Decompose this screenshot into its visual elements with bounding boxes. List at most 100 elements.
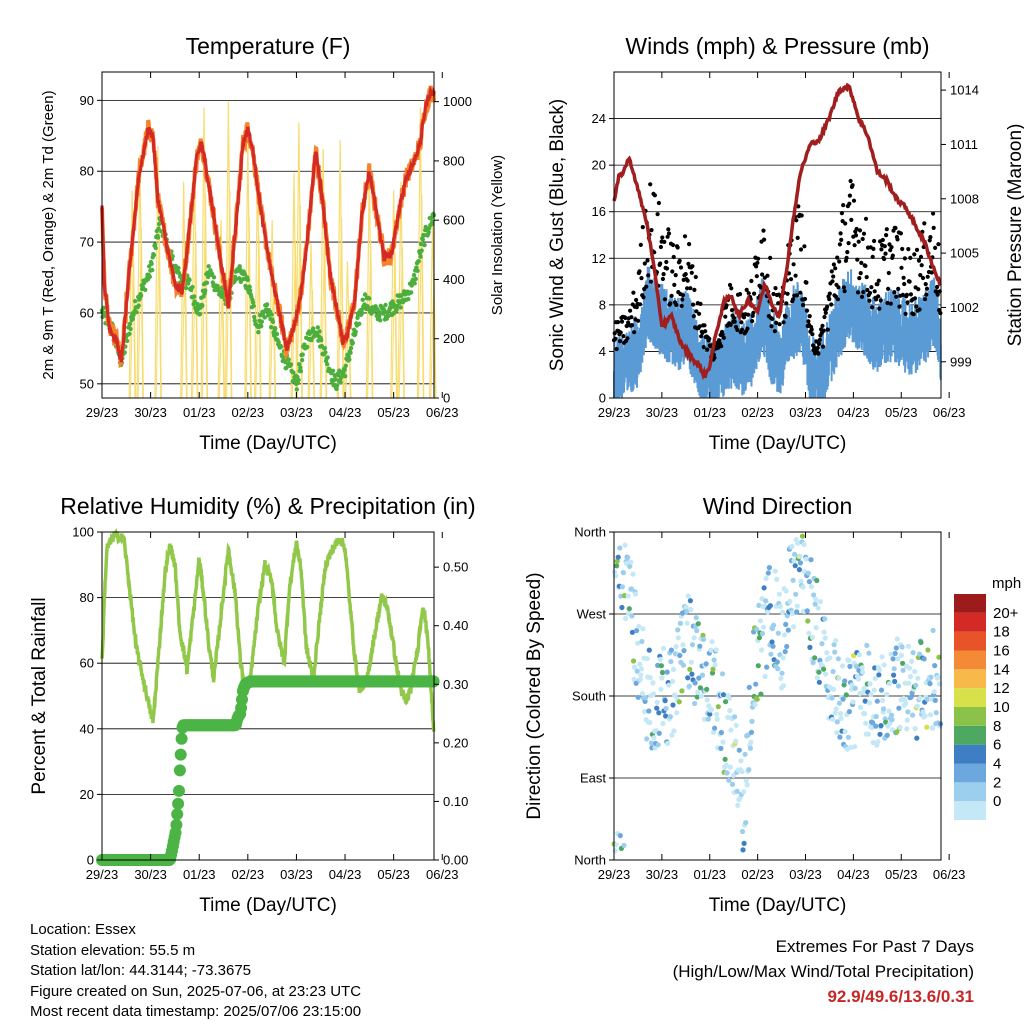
direction-point: [775, 630, 781, 636]
direction-point: [871, 687, 877, 693]
direction-point: [912, 668, 918, 675]
gust-point: [845, 250, 850, 255]
direction-point: [835, 656, 842, 662]
direction-point: [821, 629, 827, 635]
gust-point: [928, 235, 933, 240]
solar-spike: [226, 190, 233, 399]
dewpoint-point: [415, 268, 420, 273]
direction-point: [723, 699, 729, 705]
gust-point: [886, 286, 891, 291]
direction-point: [900, 660, 906, 666]
gust-point: [858, 271, 863, 276]
gust-point: [841, 203, 846, 208]
direction-point: [662, 698, 668, 704]
gust-point: [648, 279, 654, 284]
direction-point: [777, 652, 783, 658]
chart-title: Wind Direction: [703, 493, 853, 519]
direction-point: [784, 643, 790, 650]
direction-point: [746, 684, 752, 691]
direction-point: [644, 736, 650, 742]
gust-point: [884, 227, 889, 232]
y-tick-label: 80: [80, 164, 94, 179]
direction-point: [758, 691, 764, 697]
extremes-box: Extremes For Past 7 Days (High/Low/Max W…: [673, 934, 974, 1009]
direction-point: [842, 728, 848, 735]
gust-point: [639, 276, 644, 281]
gust-point: [899, 265, 904, 270]
gust-point: [836, 285, 841, 290]
gust-point: [857, 228, 863, 233]
direction-point: [761, 585, 767, 591]
dewpoint-point: [187, 277, 192, 283]
direction-point: [785, 627, 791, 633]
direction-point: [674, 710, 680, 716]
gust-point: [814, 339, 819, 344]
x-tick-label: 01/23: [183, 405, 216, 420]
dewpoint-point: [128, 326, 133, 332]
direction-point: [698, 693, 705, 699]
direction-point: [647, 719, 653, 726]
gust-point: [900, 246, 905, 252]
direction-point: [619, 584, 626, 590]
direction-point: [718, 745, 724, 752]
dewpoint-point: [256, 330, 261, 335]
direction-point: [884, 691, 890, 698]
direction-point: [907, 673, 914, 680]
direction-point: [631, 676, 637, 682]
colorbar-swatch: [954, 612, 986, 632]
direction-point: [695, 689, 701, 696]
direction-point: [830, 668, 836, 675]
direction-point: [769, 639, 775, 645]
gust-point: [817, 341, 822, 346]
gust-point: [685, 278, 690, 283]
dewpoint-point: [206, 264, 211, 269]
gridlines: [614, 613, 941, 779]
gust-point: [861, 231, 867, 236]
gust-point: [645, 258, 650, 263]
gust-point: [750, 319, 755, 324]
gust-point: [686, 261, 691, 266]
gust-point: [656, 200, 662, 206]
gust-point: [781, 320, 786, 325]
extremes-values: 92.9/49.6/13.6/0.31: [827, 987, 974, 1006]
direction-point: [635, 640, 641, 646]
direction-point: [812, 655, 818, 661]
dewpoint-point: [342, 367, 347, 372]
direction-point: [629, 629, 636, 635]
gust-point: [668, 301, 673, 306]
direction-point: [614, 558, 620, 564]
direction-point: [659, 675, 665, 681]
direction-point: [900, 667, 906, 673]
x-tick-label: 30/23: [646, 405, 679, 420]
direction-point: [747, 745, 754, 751]
dewpoint-point: [409, 290, 414, 295]
direction-point: [846, 657, 852, 664]
dewpoint-point: [419, 248, 424, 253]
y2-tick-label: 800: [443, 153, 465, 168]
y-tick-label: 0: [87, 853, 94, 868]
gust-point: [755, 260, 760, 265]
gust-point: [870, 254, 875, 259]
direction-point: [771, 622, 777, 628]
gust-point: [877, 306, 882, 311]
gust-point: [885, 300, 890, 306]
gust-point: [872, 289, 877, 294]
direction-point: [759, 630, 766, 637]
gust-point: [662, 239, 667, 244]
direction-point: [709, 639, 715, 645]
gust-point: [739, 320, 744, 325]
station-info: Location: Essex Station elevation: 55.5 …: [30, 920, 361, 1023]
direction-point: [895, 656, 901, 662]
direction-point: [636, 623, 642, 630]
chart-title: Temperature (F): [186, 33, 351, 59]
direction-point: [840, 663, 846, 669]
direction-point: [836, 700, 843, 706]
solar-spike: [255, 236, 262, 399]
direction-point: [702, 716, 708, 722]
y2-tick-label: 200: [443, 331, 465, 346]
gust-point: [925, 274, 930, 279]
direction-point: [856, 652, 863, 658]
direction-point: [862, 698, 868, 704]
y-tick-label: 20: [592, 158, 606, 173]
